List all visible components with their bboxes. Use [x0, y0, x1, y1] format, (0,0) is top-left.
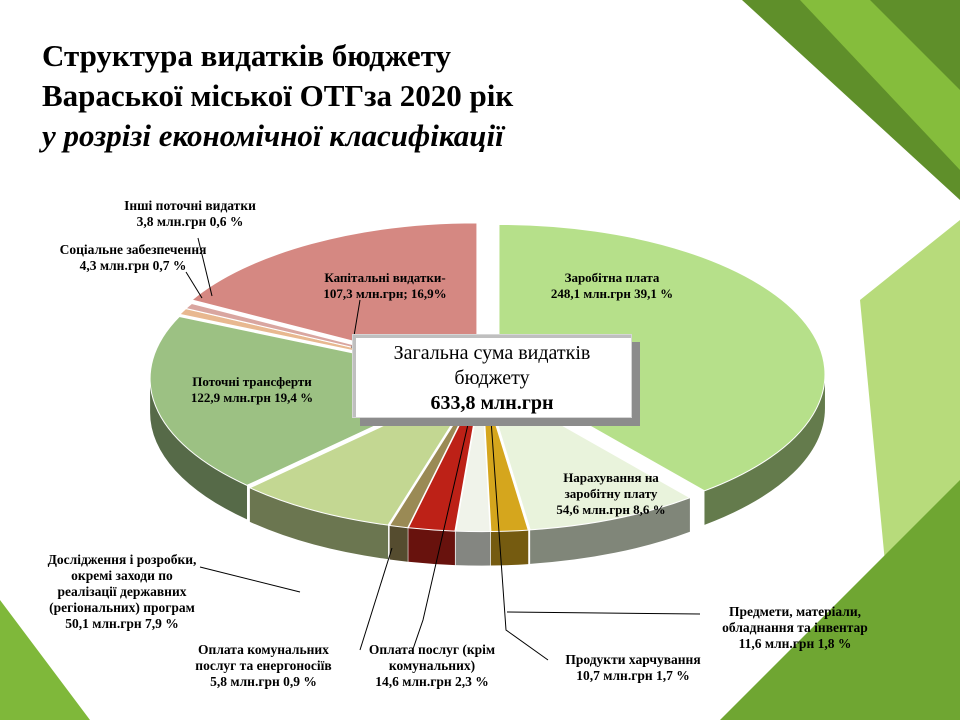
total-label-line-2: бюджету — [454, 367, 530, 389]
slice-label-1-line-2: 248,1 млн.грн 39,1 % — [550, 286, 674, 301]
pie-slice-side-2 — [530, 497, 690, 564]
slice-label-8-line-1: Поточні трансферти — [192, 374, 312, 389]
slice-label-1-line-1: Заробітна плата — [564, 270, 660, 285]
leader-line-3 — [506, 611, 701, 615]
stripe-bottom-dark — [720, 480, 960, 720]
slice-label-1: Заробітна плата 248,1 млн.грн 39,1 % — [527, 270, 697, 302]
slice-label-7-line-4: (регіональних) програм — [49, 600, 195, 615]
slice-label-11: Капітальні видатки- 107,3 млн.грн; 16,9% — [300, 270, 470, 302]
total-label-line-1: Загальна сума видатків — [393, 342, 591, 364]
pie-slice-side-5 — [408, 527, 455, 566]
slice-label-5-line-2: комунальних) — [388, 658, 476, 673]
slice-label-9-line-1: Соціальне забезпечення — [59, 242, 207, 257]
slice-label-6-line-2: послуг та енергоносіїв — [195, 658, 332, 673]
pie-slice-side-4 — [455, 531, 491, 566]
leader-line-4 — [490, 419, 549, 661]
slice-label-7-line-1: Дослідження і розробки, — [47, 552, 197, 567]
slice-label-7-line-2: окремі заходи по — [71, 568, 173, 583]
slice-label-5: Оплата послуг (крім комунальних) 14,6 млн.… — [352, 642, 512, 690]
title-line-3: у розрізі економічної класифікації — [42, 118, 504, 153]
page-title: Структура видатків бюджету Вараської міс… — [42, 36, 513, 156]
slice-label-2-line-3: 54,6 млн.грн 8,6 % — [556, 502, 666, 517]
stripe-bottom-left — [0, 600, 90, 720]
slice-label-3: Предмети, матеріали, обладнання та інвент… — [700, 604, 890, 652]
leader-line-5 — [411, 419, 470, 653]
slice-label-11-line-1: Капітальні видатки- — [324, 270, 446, 285]
total-sum-box: Загальна сума видатків бюджету 633,8 млн… — [352, 334, 632, 418]
slice-label-6: Оплата комунальних послуг та енергоносіїв… — [166, 642, 361, 690]
slice-label-10: Інші поточні видатки 3,8 млн.грн 0,6 % — [105, 198, 275, 230]
leader-line-6 — [359, 547, 393, 651]
pie-slice-1 — [498, 223, 826, 492]
pie-slice-2 — [483, 380, 692, 531]
pie-slice-4 — [455, 381, 491, 533]
slice-label-2: Нарахування на заробітну плату 54,6 млн.гр… — [531, 470, 691, 518]
slice-label-7: Дослідження і розробки, окремі заходи по р… — [32, 552, 212, 632]
slice-label-10-line-2: 3,8 млн.грн 0,6 % — [136, 214, 244, 229]
leader-line-9 — [185, 271, 203, 299]
slice-label-4-line-1: Продукти харчування — [565, 652, 701, 667]
pie-slice-side-6 — [389, 525, 408, 562]
title-line-2: Вараської міської ОТГза 2020 рік — [42, 78, 514, 113]
slice-label-3-line-1: Предмети, матеріали, — [729, 604, 861, 619]
title-line-1: Структура видатків бюджету — [42, 38, 452, 73]
slice-label-3-line-3: 11,6 млн.грн 1,8 % — [738, 636, 852, 651]
pie-slice-side-8 — [150, 378, 248, 520]
slice-label-7-line-5: 50,1 млн.грн 7,9 % — [65, 616, 179, 631]
slice-label-9: Соціальне забезпечення 4,3 млн.грн 0,7 % — [38, 242, 228, 274]
stripe-top-light — [800, 0, 960, 170]
slice-label-3-line-2: обладнання та інвентар — [722, 620, 868, 635]
slice-label-5-line-3: 14,6 млн.грн 2,3 % — [375, 674, 489, 689]
pie-slice-side-7 — [249, 487, 389, 560]
slice-label-5-line-1: Оплата послуг (крім — [368, 642, 496, 657]
slice-label-6-line-1: Оплата комунальних — [198, 642, 329, 657]
slice-label-2-line-1: Нарахування на — [563, 470, 659, 485]
leader-line-7 — [199, 566, 301, 593]
pie-slice-side-3 — [490, 530, 529, 566]
slice-label-6-line-3: 5,8 млн.грн 0,9 % — [210, 674, 317, 689]
pie-slice-5 — [407, 381, 482, 532]
slice-label-2-line-2: заробітну плату — [564, 486, 658, 501]
slice-label-7-line-3: реалізації державних — [57, 584, 187, 599]
slice-label-4: Продукти харчування 10,7 млн.грн 1,7 % — [548, 652, 718, 684]
slice-label-10-line-1: Інші поточні видатки — [124, 198, 256, 213]
pie-slice-6 — [388, 381, 481, 529]
slice-label-8-line-2: 122,9 млн.грн 19,4 % — [190, 390, 314, 405]
slice-label-8: Поточні трансферти 122,9 млн.грн 19,4 % — [172, 374, 332, 406]
pie-slice-3 — [481, 381, 529, 533]
pie-slice-8 — [149, 316, 478, 486]
slice-label-4-line-2: 10,7 млн.грн 1,7 % — [576, 668, 690, 683]
total-value: 633,8 млн.грн — [430, 392, 554, 414]
slice-label-11-line-2: 107,3 млн.грн; 16,9% — [323, 286, 447, 301]
slice-label-9-line-2: 4,3 млн.грн 0,7 % — [79, 258, 187, 273]
pie-slice-side-1 — [704, 374, 825, 525]
leader-line-10 — [197, 237, 213, 297]
